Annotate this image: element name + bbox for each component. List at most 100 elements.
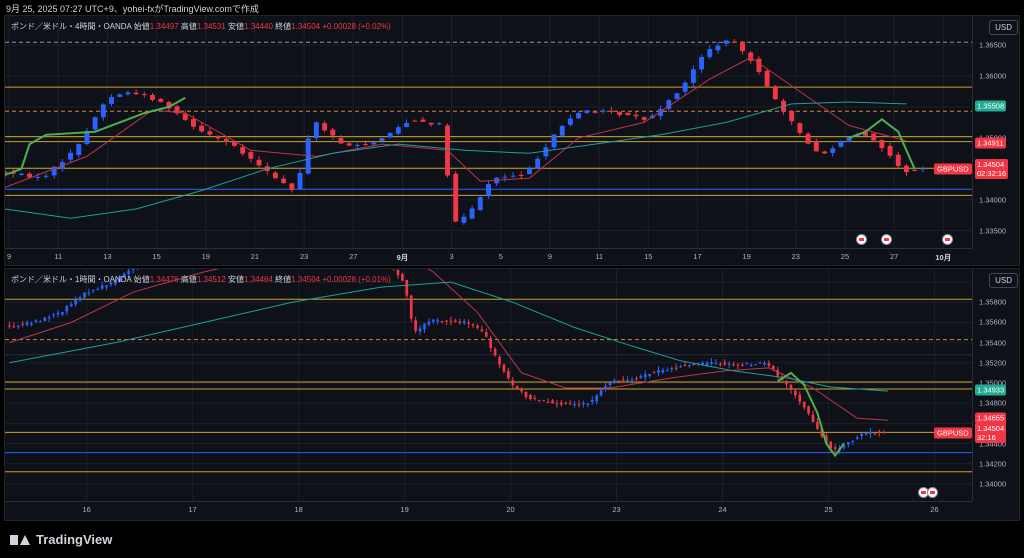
time-tick-label: 23 (612, 505, 621, 514)
candle-body (749, 365, 753, 367)
price-tick-label: 1.34000 (979, 195, 1007, 205)
high-label: 高値 (180, 275, 197, 284)
candle (127, 269, 130, 278)
chart-legend: ポンド／米ドル・4時間・OANDA 始値1.34497 高値1.34531 安値… (11, 21, 391, 32)
candle (507, 367, 510, 380)
candle-body (215, 135, 221, 139)
candle-body (498, 356, 501, 365)
price-axis[interactable]: USD 1.35800 1.35600 1.35400 1.35200 1.35000 1.… (972, 269, 1020, 501)
candle-body (851, 440, 855, 442)
candle-body (91, 289, 95, 291)
candle (740, 41, 746, 55)
candle-body (404, 123, 410, 127)
candle (458, 318, 462, 325)
price-axis[interactable]: USD1.365001.360001.355001.350001.345001.… (972, 16, 1020, 248)
price-tick-label: 1.34200 (979, 459, 1007, 469)
candle-body (454, 320, 457, 322)
candle (477, 196, 483, 212)
candle-body (256, 159, 262, 166)
candle-body (354, 144, 360, 146)
candle-body (484, 331, 488, 337)
candle-body (771, 365, 775, 370)
candle (174, 104, 180, 116)
candle (118, 274, 122, 283)
candle-body (882, 432, 886, 434)
candle-body (714, 362, 718, 364)
candle-body (502, 176, 508, 178)
candle (223, 136, 229, 146)
candle (657, 366, 660, 377)
candle (114, 278, 117, 286)
candle (873, 433, 877, 436)
candle (43, 173, 49, 179)
candle-body (920, 168, 926, 170)
candle-body (633, 114, 639, 117)
candle-body (423, 323, 426, 330)
candle (480, 325, 484, 333)
candle-body (100, 285, 104, 289)
candle (860, 432, 863, 440)
price-tick-label: 1.34400 (979, 439, 1007, 448)
time-axis[interactable]: 9 11 13 15 19 21 23 27 9月 3 5 9 11 15 17 19 23 25 27 10月 (5, 248, 972, 266)
candle-body (577, 404, 581, 406)
price-tick-label: 1.34800 (979, 398, 1007, 408)
candle-body (879, 140, 885, 149)
price-tick-label: 1.35200 (979, 358, 1007, 368)
close-value: 1.34504 (291, 22, 321, 31)
candle-body (833, 447, 837, 449)
candle-body (27, 173, 33, 178)
candle-body (493, 348, 497, 356)
candle (690, 65, 696, 87)
chart-panel-4h[interactable]: ポンド／米ドル・4時間・OANDA 始値1.34497 高値1.34531 安値… (4, 15, 1020, 266)
candle-body (477, 197, 483, 211)
candle (38, 320, 42, 323)
candle (527, 165, 532, 175)
low-label: 安値 (228, 275, 245, 284)
chart-panel-1h[interactable]: ポンド／米ドル・1時間・OANDA 始値1.34476 高値1.34512 安値… (4, 268, 1020, 521)
time-tick-label: 23 (299, 252, 309, 261)
candle (158, 97, 164, 103)
currency-button[interactable]: USD (989, 273, 1018, 288)
candle (136, 269, 138, 271)
candle (543, 143, 549, 160)
candle-body (440, 321, 444, 323)
candle (772, 85, 778, 100)
candle (833, 443, 837, 453)
candle (27, 172, 33, 178)
candle (855, 435, 859, 440)
candle-body (418, 328, 422, 332)
candle-body (537, 400, 541, 402)
candle (652, 370, 656, 374)
candle-body (838, 140, 844, 147)
candle (674, 92, 680, 100)
plot-area[interactable] (5, 16, 972, 248)
candle-body (745, 363, 749, 365)
candle-body (873, 433, 877, 435)
economic-event-flag-icon[interactable] (927, 487, 939, 498)
economic-event-flag-icon[interactable] (880, 234, 892, 245)
candle (449, 316, 453, 326)
currency-button[interactable]: USD (989, 20, 1018, 35)
candle-body (76, 144, 82, 156)
candle (560, 399, 563, 407)
tradingview-logo[interactable]: TradingView (10, 532, 112, 547)
time-axis[interactable]: 16 17 18 19 20 23 24 25 26 (5, 501, 972, 519)
plot-area[interactable] (5, 269, 972, 501)
candle-body (533, 397, 537, 399)
economic-event-flag-icon[interactable] (942, 234, 954, 245)
time-tick-label: 27 (889, 252, 899, 261)
candle (568, 400, 572, 405)
candle-body (414, 320, 417, 332)
candle-body (820, 428, 824, 437)
time-tick-label: 19 (201, 252, 210, 261)
candle (16, 324, 20, 330)
candle-body (842, 445, 846, 448)
candle-body (710, 362, 713, 364)
candle (559, 125, 565, 138)
candle (807, 405, 810, 416)
economic-event-flag-icon[interactable] (856, 234, 868, 245)
candle-body (666, 370, 669, 372)
low-value: 1.34464 (244, 275, 273, 284)
candle (502, 364, 506, 374)
candle (813, 138, 819, 152)
